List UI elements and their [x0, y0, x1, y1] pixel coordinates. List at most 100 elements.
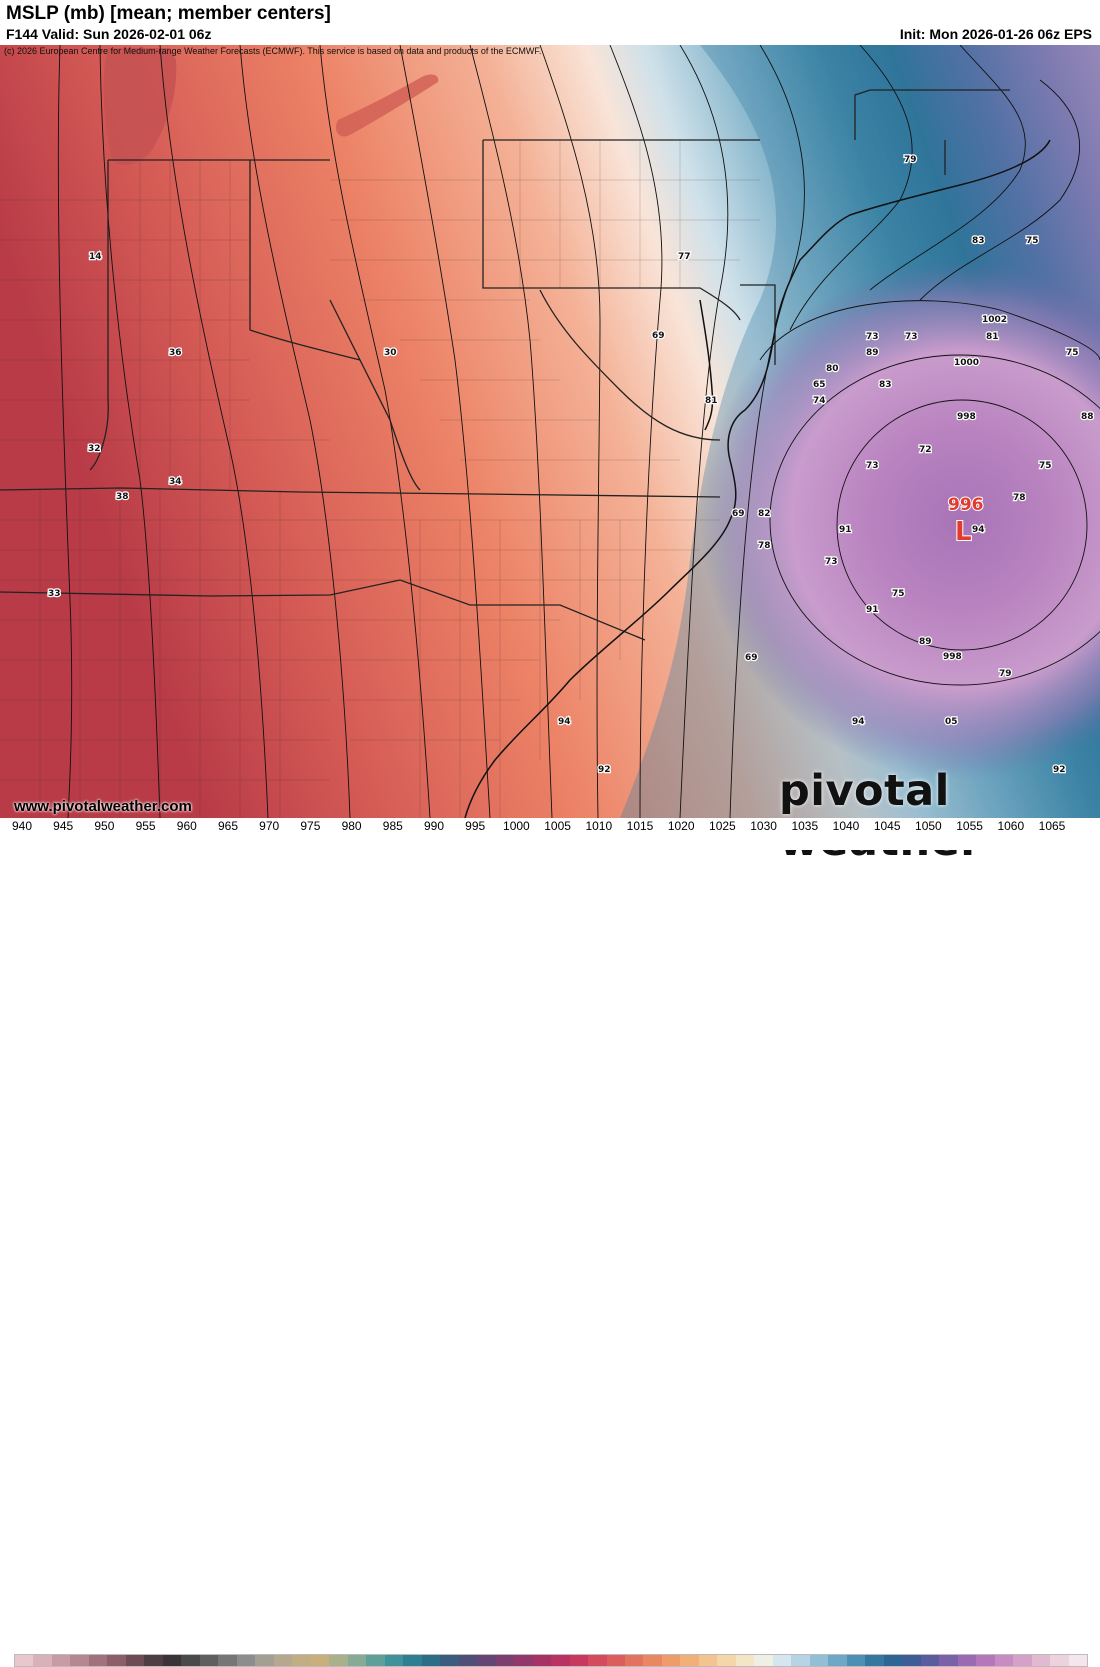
member-center-label: 73	[866, 461, 879, 471]
member-center-label: 73	[905, 332, 918, 342]
colorbar-tick-label: 1050	[915, 819, 942, 833]
colorbar-tick-label: 1045	[873, 819, 901, 833]
member-center-label: 75	[1026, 236, 1039, 246]
header: MSLP (mb) [mean; member centers] F144 Va…	[0, 0, 1100, 45]
colorbar-swatch	[495, 1655, 515, 1666]
colorbar-swatch	[661, 1655, 681, 1666]
colorbar-swatch	[883, 1655, 903, 1666]
colorbar-swatch	[88, 1655, 108, 1666]
member-center-label: 92	[598, 765, 611, 775]
colorbar-swatch	[384, 1655, 404, 1666]
member-center-label: 69	[652, 331, 665, 341]
member-center-label: 91	[866, 605, 879, 615]
colorbar-swatch	[680, 1655, 699, 1666]
colorbar-swatch	[1068, 1655, 1088, 1666]
isobar-1000	[769, 354, 1100, 686]
member-center-label: 83	[972, 236, 985, 246]
member-center-label: 89	[866, 348, 879, 358]
member-center-label: 38	[116, 492, 129, 502]
member-center-label: 73	[825, 557, 838, 567]
member-center-label: 32	[88, 444, 101, 454]
member-center-label: 94	[972, 525, 985, 535]
colorbar-swatch	[717, 1655, 736, 1666]
colorbar-tick-label: 1030	[750, 819, 777, 833]
isobar-label: 998	[957, 412, 976, 422]
colorbar-swatch	[440, 1655, 459, 1666]
colorbar-tick-label: 945	[53, 819, 74, 833]
colorbar-swatch	[255, 1655, 274, 1666]
member-center-label: 74	[813, 396, 826, 406]
map-title: MSLP (mb) [mean; member centers]	[6, 3, 331, 24]
lake-erie	[335, 74, 439, 137]
colorbar-tick-label: 980	[341, 819, 362, 833]
county-lines	[0, 140, 760, 818]
colorbar-swatch	[957, 1655, 977, 1666]
colorbar-swatch	[292, 1655, 311, 1666]
colorbar-tick-label: 1035	[791, 819, 819, 833]
copyright-notice: (c) 2026 European Centre for Medium-rang…	[4, 46, 542, 56]
member-center-label: 73	[866, 332, 879, 342]
colorbar-swatch	[218, 1655, 237, 1666]
colorbar-swatch	[1013, 1655, 1032, 1666]
colorbar-swatch	[162, 1655, 182, 1666]
colorbar-swatch	[477, 1655, 496, 1666]
colorbar-swatch	[1050, 1655, 1069, 1666]
member-center-label: 89	[919, 637, 932, 647]
low-pressure-symbol: L	[955, 517, 972, 547]
member-center-label: 82	[758, 509, 771, 519]
mslp-map: 1002 1000 998 998 14 36 30 32 38 34 33 7…	[0, 45, 1100, 818]
member-center-label: 69	[732, 509, 745, 519]
member-center-label: 75	[1066, 348, 1079, 358]
colorbar-swatch	[329, 1655, 348, 1666]
colorbar-swatch	[772, 1655, 792, 1666]
colorbar-swatch	[236, 1655, 256, 1666]
colorbar-swatch	[421, 1655, 441, 1666]
member-center-label: 69	[745, 653, 758, 663]
colorbar-swatch	[403, 1655, 422, 1666]
colorbar-swatch	[809, 1655, 829, 1666]
colorbar-tick-label: 990	[423, 819, 445, 833]
low-pressure-center: 996 L	[947, 494, 985, 548]
colorbar-swatch	[347, 1655, 367, 1666]
colorbar-tick-label: 985	[382, 819, 403, 833]
colorbar-swatch	[939, 1655, 958, 1666]
member-centers: 14 36 30 32 38 34 33 77 69 81 79 83 75 7…	[47, 154, 1095, 777]
member-center-label: 79	[999, 669, 1012, 679]
colorbar-swatch	[920, 1655, 940, 1666]
member-center-label: 14	[89, 252, 102, 262]
colorbar-tick-label: 960	[176, 819, 197, 833]
member-center-label: 30	[384, 348, 397, 358]
member-center-label: 92	[1053, 765, 1066, 775]
colorbar-legend: 940 945 950 955 960 965 970 975 980 985 990 995 1000…	[0, 818, 1100, 1667]
colorbar-tick-label: 1060	[997, 819, 1025, 833]
pivotal-weather-logo: pivotal weather	[779, 766, 981, 866]
colorbar-swatch	[310, 1655, 330, 1666]
colorbar-tick-label: 1065	[1038, 819, 1066, 833]
colorbar-swatch	[698, 1655, 718, 1666]
member-center-label: 65	[813, 380, 826, 390]
isobar-label: 1002	[982, 315, 1007, 325]
member-center-label: 83	[879, 380, 892, 390]
colorbar-swatch	[643, 1655, 662, 1666]
website-link[interactable]: www.pivotalweather.com	[14, 798, 192, 815]
colorbar-swatch	[273, 1655, 293, 1666]
lake-michigan	[103, 48, 177, 166]
colorbar-tick-label: 995	[465, 819, 486, 833]
colorbar-swatch	[828, 1655, 847, 1666]
member-center-label: 78	[758, 541, 771, 551]
colorbar-swatch	[107, 1655, 126, 1666]
member-center-label: 34	[169, 477, 182, 487]
colorbar-tick-label: 950	[94, 819, 115, 833]
colorbar-swatch	[125, 1655, 145, 1666]
colorbar-swatch	[846, 1655, 866, 1666]
colorbar-swatch	[366, 1655, 385, 1666]
member-center-label: 80	[826, 364, 839, 374]
member-center-label: 81	[705, 396, 718, 406]
colorbar-tick-label: 1020	[667, 819, 695, 833]
member-center-label: 72	[919, 445, 932, 455]
low-shading	[660, 260, 1100, 780]
colorbar-swatch	[754, 1655, 773, 1666]
colorbar-swatch	[791, 1655, 810, 1666]
colorbar-swatch	[551, 1655, 570, 1666]
colorbar-swatch	[569, 1655, 589, 1666]
